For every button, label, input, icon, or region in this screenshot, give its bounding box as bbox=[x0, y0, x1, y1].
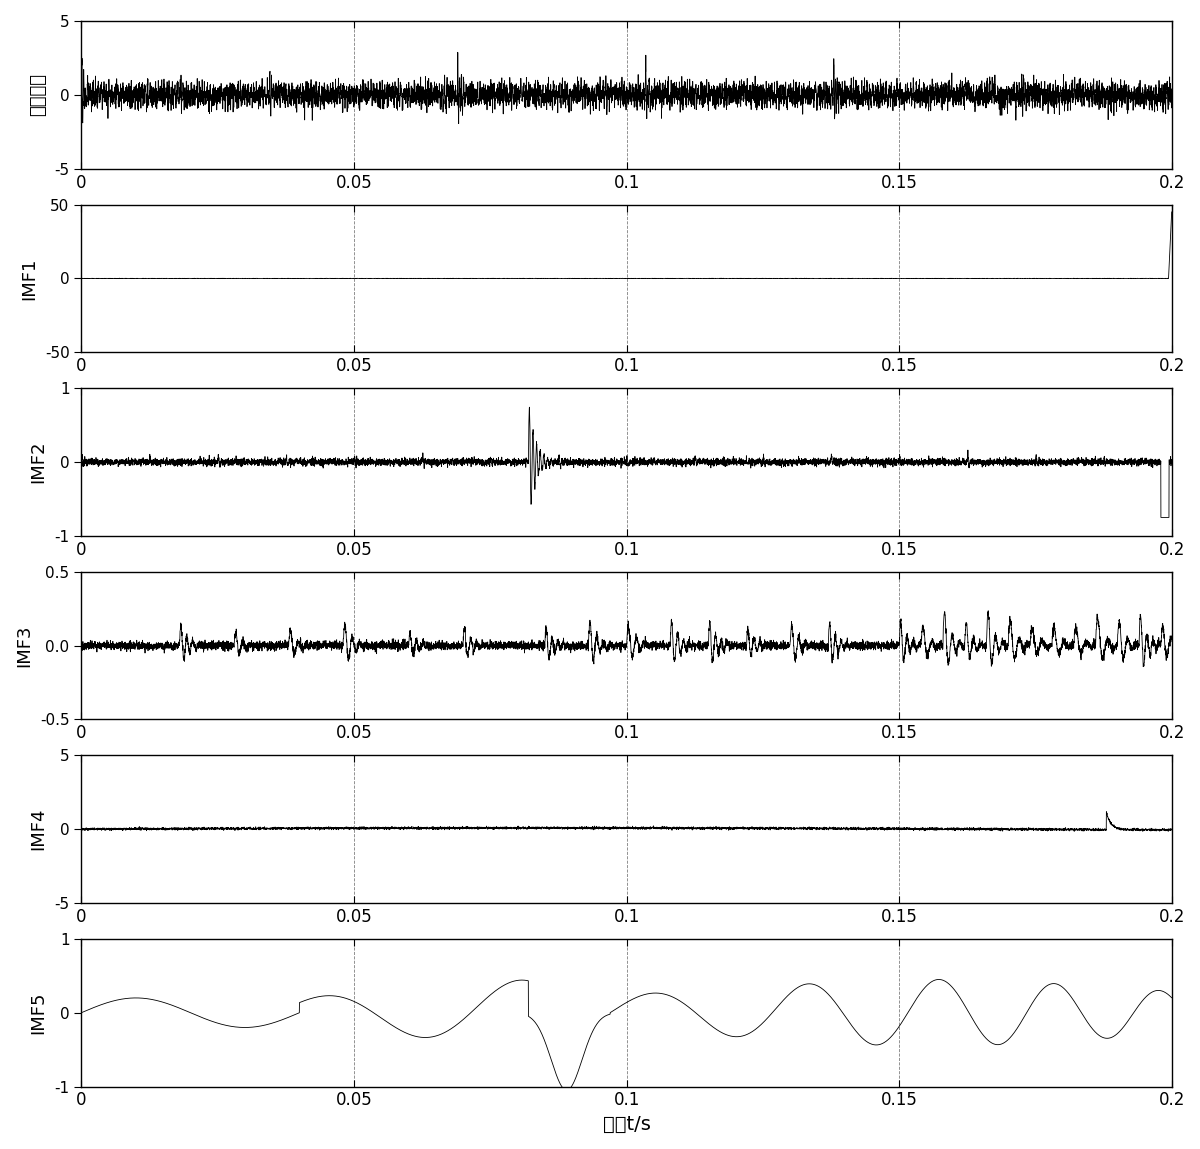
Y-axis label: IMF1: IMF1 bbox=[20, 257, 38, 300]
Y-axis label: IMF4: IMF4 bbox=[30, 808, 48, 850]
Y-axis label: IMF2: IMF2 bbox=[30, 441, 48, 484]
Y-axis label: IMF3: IMF3 bbox=[14, 624, 32, 666]
X-axis label: 时间t/s: 时间t/s bbox=[602, 1115, 650, 1134]
Y-axis label: 原始信号: 原始信号 bbox=[30, 74, 48, 116]
Y-axis label: IMF5: IMF5 bbox=[30, 992, 48, 1034]
